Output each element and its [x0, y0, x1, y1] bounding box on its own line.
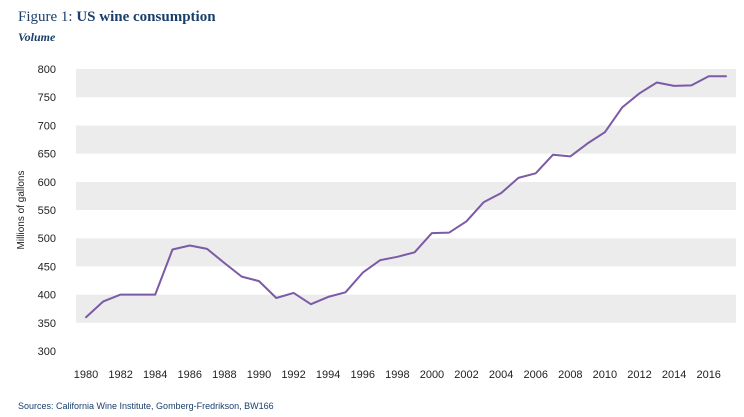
y-tick-label: 650: [38, 149, 56, 161]
y-tick-label: 350: [38, 318, 56, 330]
source-note: Sources: California Wine Institute, Gomb…: [18, 401, 274, 411]
x-tick-label: 2016: [696, 369, 720, 381]
x-tick-label: 2010: [593, 369, 617, 381]
series-line-wine-consumption: [85, 75, 727, 319]
x-tick-label: 2002: [454, 369, 478, 381]
y-tick-label: 450: [38, 261, 56, 273]
grid-band-750-800: [76, 69, 736, 98]
grid-bands: [76, 69, 736, 351]
grid-band-450-500: [76, 238, 736, 267]
y-tick-label: 750: [38, 92, 56, 104]
y-tick-label: 300: [38, 346, 56, 358]
y-tick-label: 800: [38, 64, 56, 76]
grid-band-300-350: [76, 322, 736, 351]
x-tick-label: 2014: [662, 369, 686, 381]
grid-band-650-700: [76, 125, 736, 154]
y-tick-label: 550: [38, 205, 56, 217]
x-tick-label: 1988: [212, 369, 236, 381]
grid-band-600-650: [76, 153, 736, 182]
x-tick-label: 2000: [420, 369, 444, 381]
x-tick-label: 1980: [74, 369, 98, 381]
x-tick-label: 1990: [247, 369, 271, 381]
y-tick-label: 700: [38, 120, 56, 132]
y-tick-label: 600: [38, 177, 56, 189]
x-axis-ticks: 1980 1982 1984 1986 1988 1990 1992 1994 1996 1998…: [74, 369, 721, 381]
x-tick-label: 2006: [523, 369, 547, 381]
figure-label: Figure 1:: [18, 9, 73, 25]
x-tick-label: 2008: [558, 369, 582, 381]
x-tick-label: 1998: [385, 369, 409, 381]
x-tick-label: 1996: [351, 369, 375, 381]
x-tick-label: 1992: [281, 369, 305, 381]
grid-band-500-550: [76, 210, 736, 239]
grid-band-350-400: [76, 294, 736, 323]
y-tick-label: 400: [38, 290, 56, 302]
y-tick-label: 500: [38, 233, 56, 245]
y-axis-title: Millions of gallons: [16, 171, 27, 250]
y-axis-ticks: 300 350 400 450 500 550 600 650 700 750 800: [38, 64, 56, 358]
x-tick-label: 1986: [178, 369, 202, 381]
grid-band-550-600: [76, 181, 736, 210]
figure-title-text: US wine consumption: [76, 9, 216, 25]
figure-subtitle: Volume: [18, 30, 56, 44]
x-tick-label: 2012: [627, 369, 651, 381]
x-tick-label: 1982: [108, 369, 132, 381]
x-tick-label: 2004: [489, 369, 513, 381]
x-tick-label: 1994: [316, 369, 340, 381]
x-tick-label: 1984: [143, 369, 167, 381]
figure-title: Figure 1: US wine consumption: [18, 9, 216, 26]
grid-band-700-750: [76, 97, 736, 126]
grid-band-400-450: [76, 266, 736, 295]
